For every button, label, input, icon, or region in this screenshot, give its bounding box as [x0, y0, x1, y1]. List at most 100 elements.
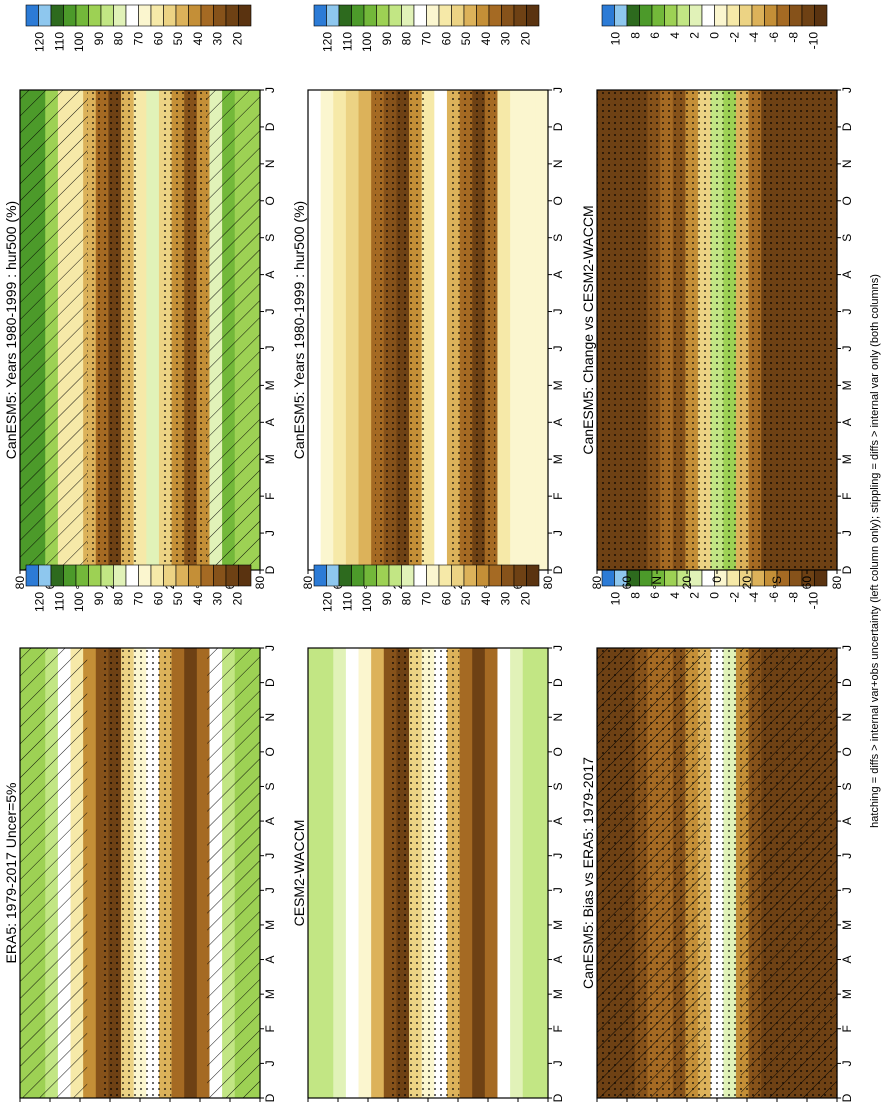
month-label: A: [551, 956, 565, 964]
colorbar-label: 110: [340, 592, 354, 611]
colorbar-p2: 120 110 100 90 80 70 60 50 40 30 20: [313, 4, 540, 52]
heatmap-band: [184, 648, 198, 1098]
hatching-overlay: [20, 648, 88, 1098]
month-label: O: [840, 747, 854, 756]
colorbar-label: 10: [609, 32, 623, 46]
month-label: A: [263, 271, 277, 279]
colorbar-swatch: [113, 564, 127, 587]
month-label: J: [840, 345, 854, 351]
month-label: D: [263, 122, 277, 131]
colorbar-swatch: [50, 4, 64, 27]
month-label: F: [263, 492, 277, 499]
colorbar-swatch: [501, 564, 515, 587]
month-label: F: [840, 1025, 854, 1032]
colorbar-swatch: [601, 4, 615, 27]
heatmap-band: [535, 648, 549, 1098]
colorbar-label: 100: [360, 592, 374, 612]
colorbar-swatch: [701, 4, 715, 27]
colorbar-swatch: [739, 4, 753, 27]
colorbar-label: 110: [52, 592, 66, 611]
month-label: J: [551, 1060, 565, 1066]
colorbar-label: 30: [211, 32, 225, 46]
stippling-overlay: [392, 648, 460, 1098]
colorbar-label: -4: [747, 32, 761, 43]
month-label: S: [263, 234, 277, 242]
colorbar-swatch: [150, 564, 164, 587]
colorbar-label: 70: [420, 32, 434, 46]
colorbar-label: 8: [628, 32, 642, 39]
colorbar-swatch: [376, 564, 390, 587]
colorbar-swatch: [401, 4, 415, 27]
month-label: A: [551, 418, 565, 426]
colorbar-label: 70: [420, 592, 434, 606]
colorbar-label: 90: [380, 32, 394, 46]
colorbar-swatch: [388, 564, 402, 587]
month-label: D: [551, 1093, 565, 1102]
colorbar-label: 30: [211, 592, 225, 606]
colorbar-swatch: [789, 4, 803, 27]
colorbar-swatch: [88, 4, 102, 27]
colorbar-swatch: [513, 564, 527, 587]
colorbar-swatch: [413, 564, 427, 587]
colorbar-swatch: [225, 564, 239, 587]
heatmap-band: [459, 648, 473, 1098]
colorbar-swatch: [125, 564, 139, 587]
month-label: A: [263, 817, 277, 825]
heatmap-band: [320, 90, 334, 570]
colorbar-label: 40: [479, 592, 493, 606]
colorbar-label: 90: [92, 32, 106, 46]
month-label: D: [263, 565, 277, 574]
colorbar-swatch: [664, 4, 678, 27]
colorbar-swatch: [676, 4, 690, 27]
month-label: J: [263, 87, 277, 93]
colorbar-swatch: [25, 4, 39, 27]
month-label: J: [840, 887, 854, 893]
colorbar-swatch: [188, 4, 202, 27]
heatmap-band: [510, 648, 524, 1098]
colorbar-label: 100: [72, 32, 86, 52]
month-label: S: [840, 782, 854, 790]
month-label: A: [551, 271, 565, 279]
lat-label: °S: [770, 576, 784, 589]
lat-label: 80: [590, 576, 604, 590]
colorbar-swatch: [814, 4, 828, 27]
colorbar-swatch: [238, 4, 252, 27]
colorbar-swatch: [313, 4, 327, 27]
colorbar-label: 20: [231, 32, 245, 46]
colorbar-label: -6: [767, 32, 781, 43]
panel-p3: ERA5: 1979-2017 Uncer=5%DJFMAMJJASONDJ80…: [3, 645, 277, 1102]
month-label: J: [263, 887, 277, 893]
colorbar-p1: 120 110 100 90 80 70 60 50 40 30 20: [25, 4, 252, 52]
heatmap-band: [484, 648, 499, 1098]
stippling-overlay: [452, 90, 496, 570]
heatmap-band: [535, 90, 549, 570]
month-label: S: [551, 234, 565, 242]
month-label: S: [263, 782, 277, 790]
hatching-overlay: [207, 648, 260, 1098]
colorbar-swatch: [526, 4, 540, 27]
colorbar-label: 120: [321, 592, 335, 612]
month-label: J: [263, 1060, 277, 1066]
lat-label: 80: [541, 576, 555, 590]
panel-p2: CanESM5: Years 1980-1999 : hur500 (%) D J F…: [291, 87, 565, 589]
colorbar-label: -8: [787, 592, 801, 603]
colorbar-swatch: [50, 564, 64, 587]
panel-title: CESM2-WACCM: [291, 820, 307, 927]
month-label: A: [840, 956, 854, 964]
colorbar-swatch: [451, 564, 465, 587]
month-label: J: [263, 530, 277, 536]
colorbar-label: 6: [648, 592, 662, 599]
month-label: S: [551, 782, 565, 790]
month-label: J: [551, 530, 565, 536]
colorbar-swatch: [626, 4, 640, 27]
colorbar-label: 70: [132, 32, 146, 46]
colorbar-label: -8: [787, 32, 801, 43]
month-label: M: [551, 989, 565, 999]
colorbar-label: 30: [499, 32, 513, 46]
colorbar-swatch: [88, 564, 102, 587]
colorbar-swatch: [326, 4, 340, 27]
heatmap-band: [522, 648, 536, 1098]
colorbar-swatch: [501, 4, 515, 27]
month-label: J: [263, 853, 277, 859]
month-label: J: [551, 345, 565, 351]
